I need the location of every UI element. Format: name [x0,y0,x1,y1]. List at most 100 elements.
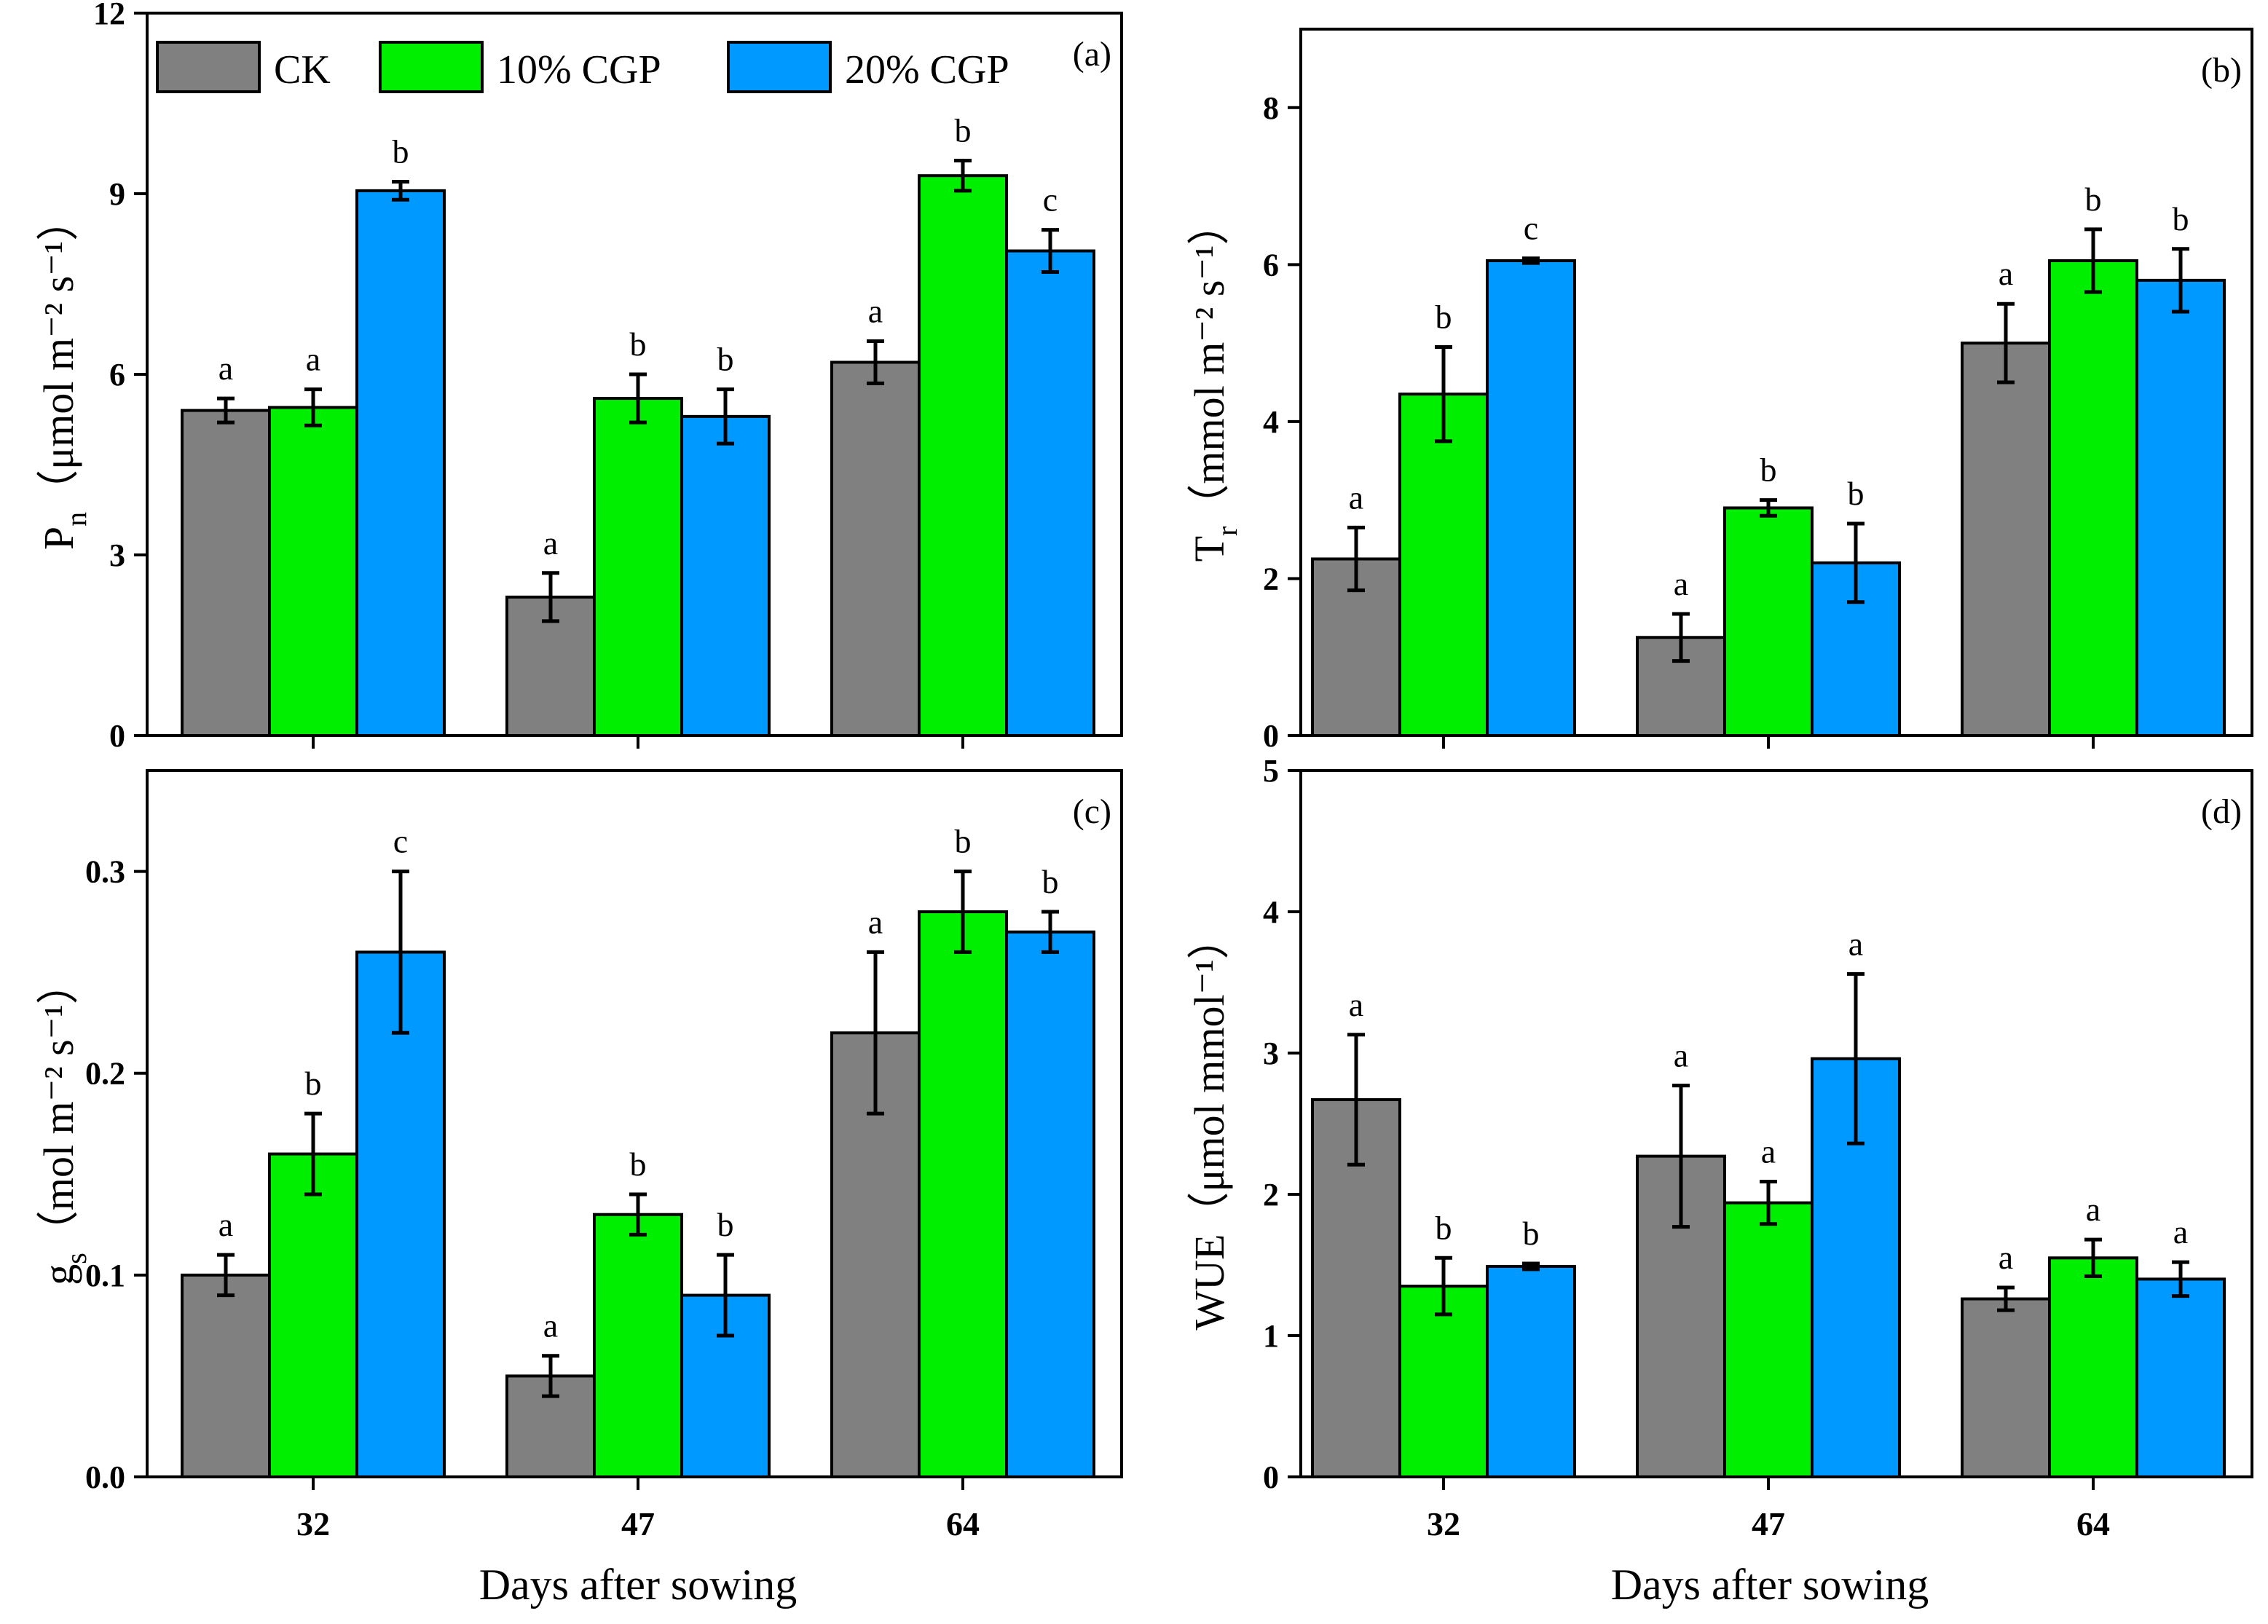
bar [2135,278,2226,737]
panel-b: 0 2 4 6 8 a a a b b b c b b (b) Tr（mmol m⁻² s⁻¹） [1186,28,2253,754]
significance-letter: a [1349,478,1363,516]
legend-swatch [379,41,484,93]
significance-letter: b [717,341,734,378]
bar [2048,259,2138,737]
bar [918,910,1008,1478]
legend-label: CK [274,47,331,92]
significance-letter: b [955,112,972,149]
significance-letter: b [1042,863,1059,900]
significance-letter: b [393,133,409,170]
panel-a: 0 3 6 9 12 a a a a b b b b c (a) Pn（μmol m⁻² s⁻¹） [35,0,1123,754]
y-tick-label: 0 [109,718,125,754]
significance-letter: b [1760,452,1777,489]
x-axis-title-left: Days after sowing [479,1561,798,1609]
significance-letter: a [1999,255,2013,292]
y-axis-title: Tr（mmol m⁻² s⁻¹） [1186,203,1243,562]
bar [2135,1277,2226,1479]
y-tick-label: 0 [1263,1459,1279,1495]
bar [1398,393,1489,738]
y-tick-label: 0 [1263,718,1279,754]
bar [268,406,358,737]
panel-d: 0 1 2 3 4 5 32 47 64 a a a b a a b a a (d) WUE（μmol mmol⁻¹） [1186,753,2253,1542]
significance-letter: a [868,293,883,330]
y-tick-label: 6 [1263,247,1279,283]
significance-letter: a [2086,1191,2100,1228]
y-axis-title-unit: （μmol m⁻² s⁻¹） [35,199,82,512]
significance-letter: c [1524,210,1538,247]
significance-letter: a [1761,1133,1776,1170]
significance-letter: a [1674,565,1688,602]
y-axis-title-symbol: g [35,1264,82,1285]
y-tick-label: 2 [1263,561,1279,596]
bar [1005,249,1095,737]
bar [593,397,683,737]
y-axis-title-subscript: n [60,512,92,527]
panel-label: (a) [1073,35,1111,74]
bar [181,1273,271,1479]
significance-letter: a [1349,986,1363,1023]
bar [1723,506,1814,737]
panel-c: 0.0 0.1 0.2 0.3 32 47 64 a a a b b b c b b (c) gs（mol m⁻²… [35,769,1123,1542]
bar [355,950,446,1478]
legend-label: 10% CGP [497,47,661,92]
significance-letter: a [543,524,558,561]
y-tick-label: 4 [1263,404,1279,440]
significance-letter: b [2085,181,2102,218]
x-tick-label: 64 [946,1505,980,1542]
significance-letter: b [630,1146,647,1183]
significance-letter: b [2173,200,2189,237]
panel-label: (c) [1073,792,1111,831]
y-axis-title: gs（mol m⁻² s⁻¹） [35,962,92,1285]
panel-label: (d) [2201,792,2242,831]
significance-letter: b [717,1206,734,1243]
significance-letter: a [1999,1239,2013,1276]
legend-label: 20% CGP [845,47,1009,92]
y-axis-title-symbol: P [35,527,82,550]
y-axis-title-symbol: T [1186,536,1233,561]
y-tick-label: 12 [93,0,125,31]
bar [1961,1297,2051,1479]
significance-letter: a [1848,925,1863,962]
bar [2048,1256,2138,1479]
y-tick-label: 8 [1263,90,1279,126]
y-tick-label: 0.3 [85,854,125,890]
y-axis-title-unit: （mol m⁻² s⁻¹） [35,962,82,1253]
significance-letter: b [1436,1209,1452,1246]
significance-letter: b [955,823,972,860]
legend-swatch [156,41,261,93]
significance-letter: a [218,1206,233,1243]
y-axis-title-subscript: s [60,1253,92,1264]
y-tick-label: 0.1 [85,1258,125,1293]
significance-letter: c [1043,181,1058,218]
bar [830,360,921,737]
significance-letter: b [1848,475,1865,512]
y-axis-title: WUE（μmol mmol⁻¹） [1186,917,1233,1330]
significance-letter: a [868,903,883,940]
legend-swatch [727,41,832,93]
significance-letter: a [1674,1037,1688,1074]
y-axis-title-subscript: r [1210,527,1243,536]
y-tick-label: 3 [109,537,125,573]
y-axis-title-symbol: WUE [1186,1234,1233,1331]
significance-letter: a [218,350,233,387]
significance-letter: a [543,1307,558,1344]
y-axis-title-unit: （μmol mmol⁻¹） [1186,917,1233,1234]
bar [593,1213,683,1478]
x-tick-label: 64 [2076,1505,2110,1542]
y-tick-label: 0.0 [85,1459,125,1495]
y-axis-title: Pn（μmol m⁻² s⁻¹） [35,199,92,550]
bar [1486,1264,1576,1478]
y-tick-label: 3 [1263,1036,1279,1071]
significance-letter: b [1436,299,1452,336]
y-tick-label: 1 [1263,1318,1279,1354]
x-tick-label: 32 [1427,1505,1460,1542]
y-tick-label: 9 [109,176,125,212]
y-tick-label: 6 [109,357,125,393]
bar [181,409,271,737]
bar [1961,342,2051,738]
panel-label: (b) [2201,51,2242,90]
y-tick-label: 4 [1263,894,1279,930]
significance-letter: a [306,341,320,378]
x-axis-title-right: Days after sowing [1611,1561,1929,1609]
